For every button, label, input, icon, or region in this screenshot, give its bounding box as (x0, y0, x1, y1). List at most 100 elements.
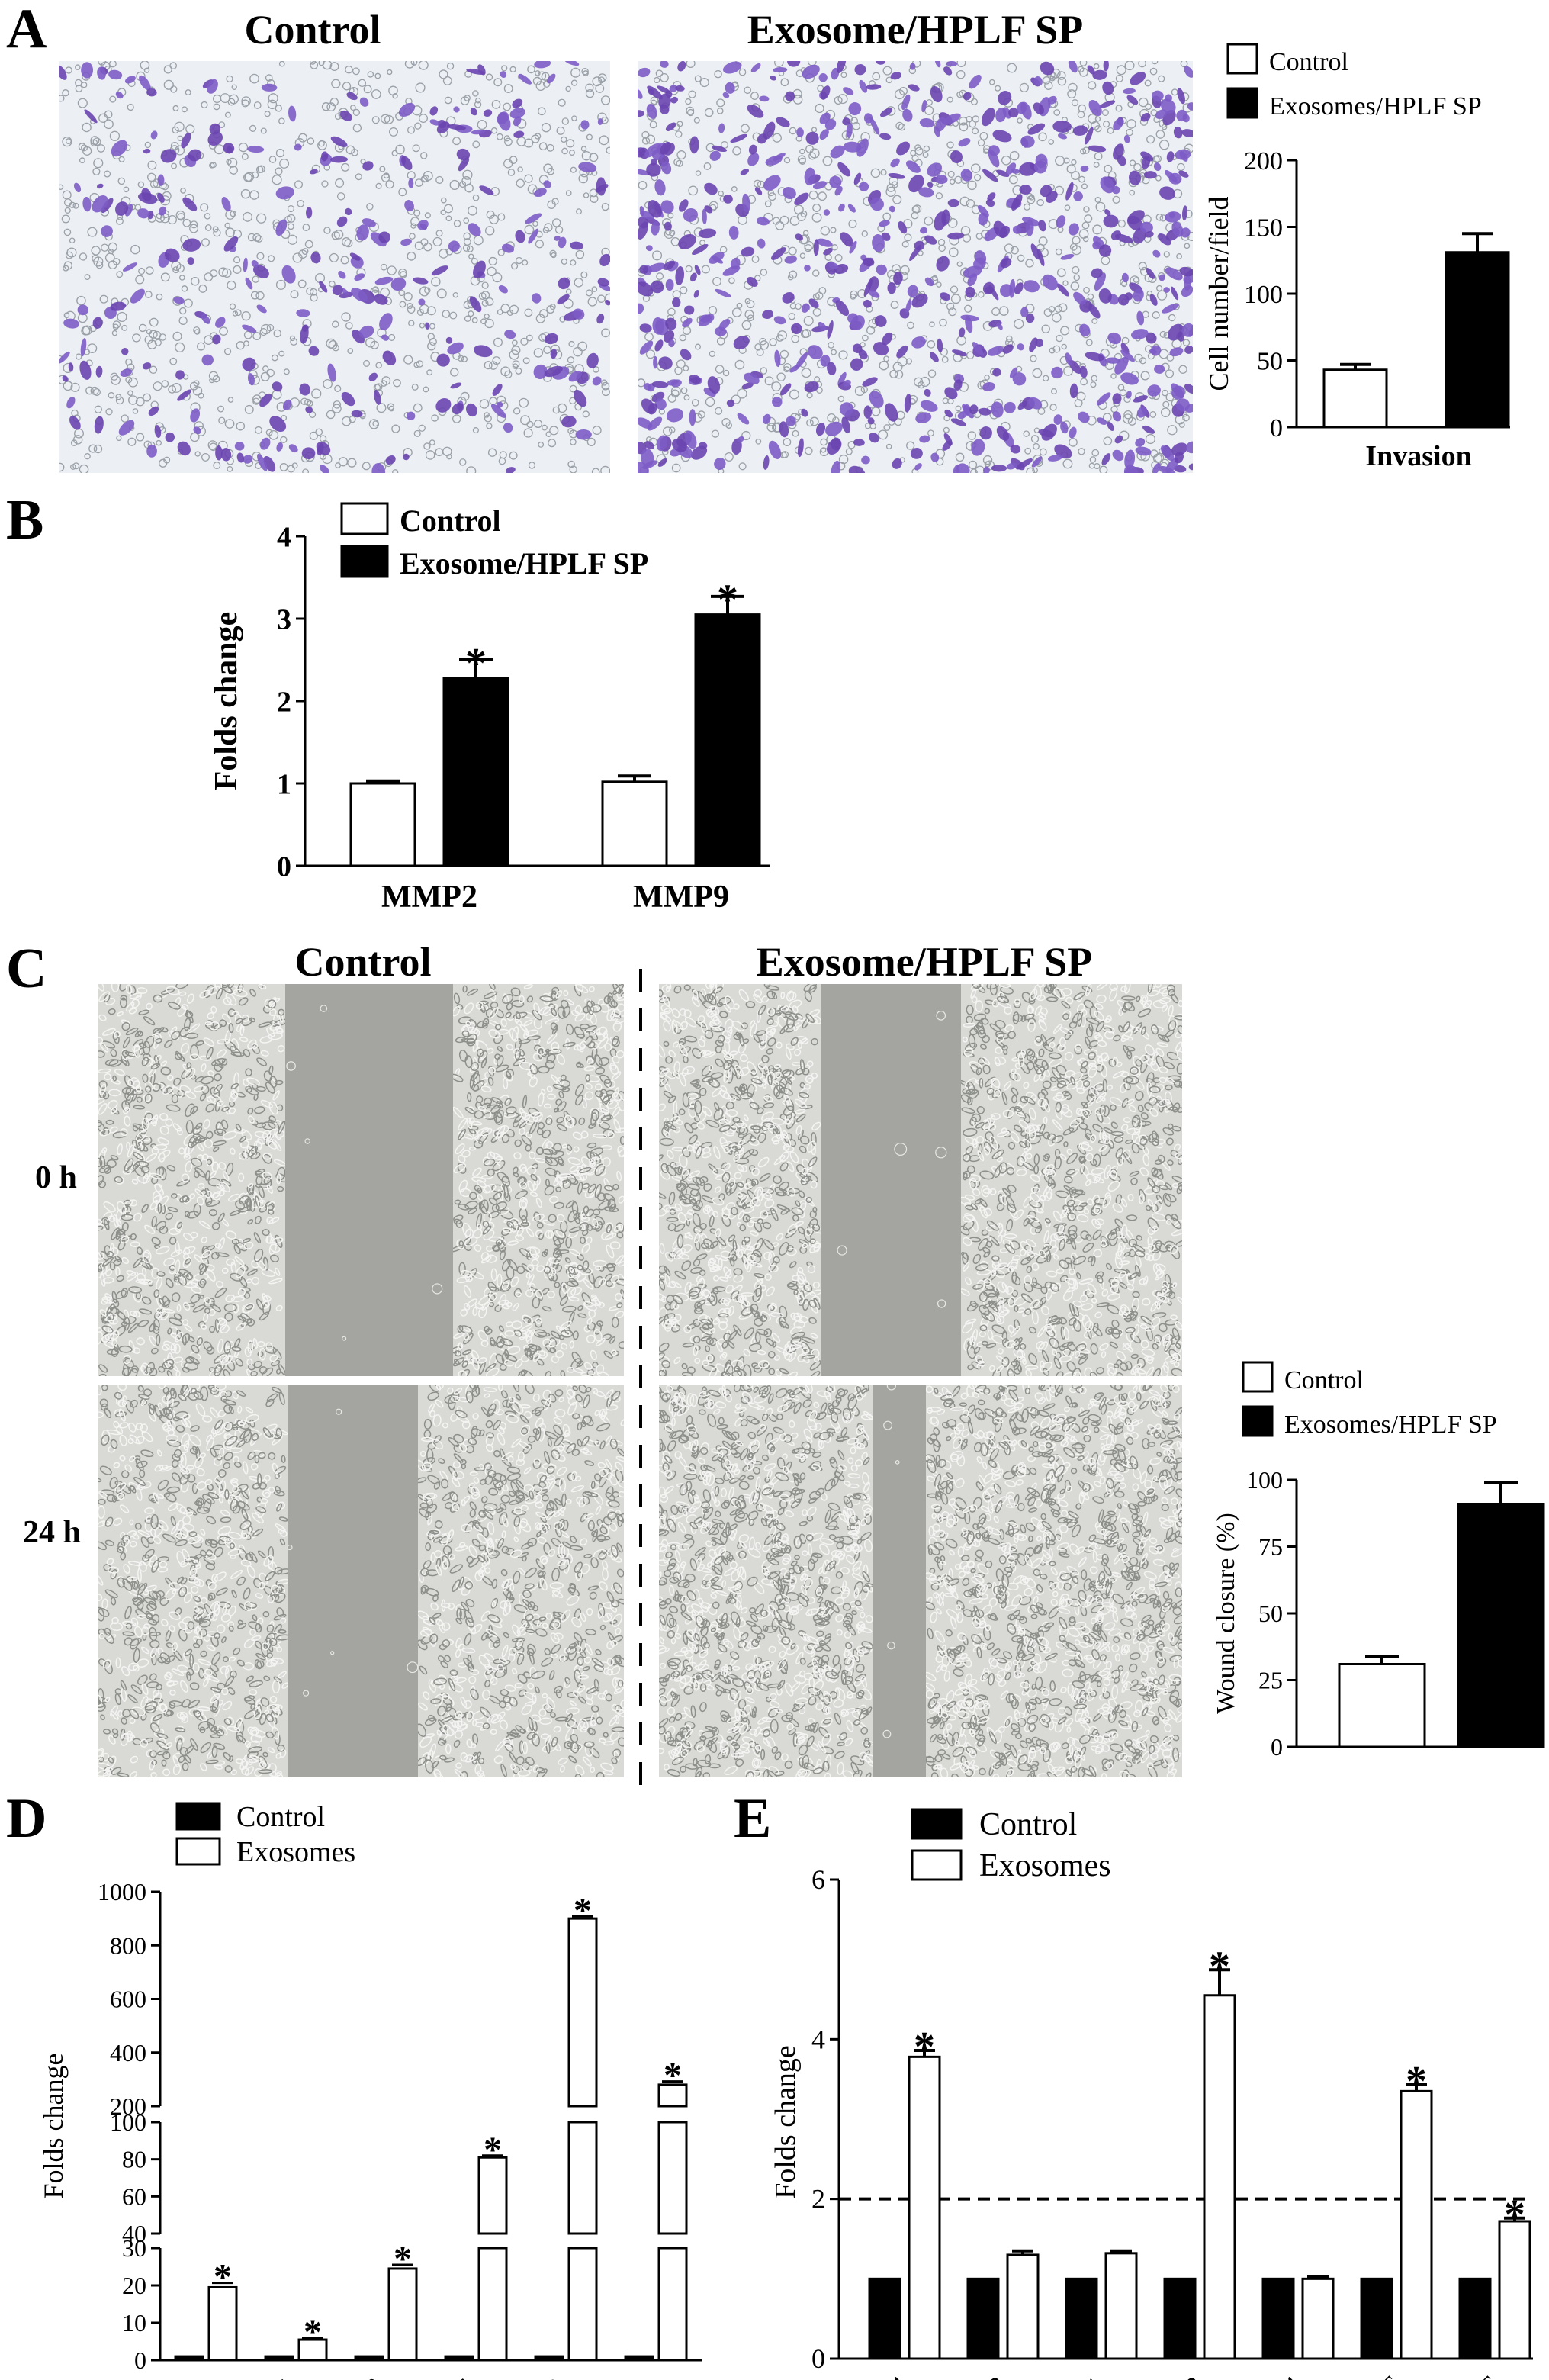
chart-e-bar (868, 2277, 901, 2360)
wound-image-control-0h (98, 984, 624, 1376)
chart-e-bar (1360, 2277, 1393, 2360)
transwell-image-control (59, 61, 610, 473)
chart-d-bar (207, 2285, 238, 2362)
chart-a-ylabel: Cell number/field (1204, 197, 1234, 391)
chart-b-legend-swatch (340, 545, 389, 578)
chart-e-category-label: NTF4 (1241, 2370, 1309, 2380)
chart-e-bar (1498, 2220, 1531, 2360)
chart-d-bar (534, 2355, 564, 2362)
chart-d-legend-label: Control (236, 1801, 325, 1833)
chart-d-category-label: IL-1β (329, 2373, 390, 2380)
panel-c-title-exosome: Exosome/HPLF SP (756, 939, 1093, 985)
chart-b-bar (601, 780, 668, 867)
chart-d-bar (444, 2355, 474, 2362)
chart-e-legend-label: Control (979, 1807, 1077, 1842)
chart-b-ytick-label: 1 (277, 768, 291, 800)
chart-a-ytick-label: 0 (1270, 414, 1283, 442)
chart-e-bar (908, 2055, 941, 2360)
chart-b-bar (442, 677, 509, 867)
chart-e-legend-swatch (911, 1849, 963, 1881)
chart-e-significance: * (1406, 2058, 1427, 2105)
chart-e-bar (1163, 2277, 1197, 2360)
chart-a-legend-label: Exosomes/HPLF SP (1269, 92, 1482, 121)
chart-b-significance: * (465, 640, 487, 687)
chart-e-category-label: BDNF (1432, 2370, 1505, 2380)
chart-b-bar (694, 613, 761, 867)
panel-letter-e: E (734, 1787, 772, 1850)
chart-e-category-label: CXCR4 (831, 2370, 914, 2380)
chart-d-bar (354, 2355, 384, 2362)
chart-d-ytick-label: 0 (134, 2346, 146, 2374)
chart-d-category-label: IL-6 (428, 2373, 480, 2380)
chart-d-bar (477, 2247, 508, 2362)
chart-d-ytick-label: 1000 (98, 1878, 146, 1906)
transwell-image-exosome (638, 61, 1193, 473)
chart-e-ytick-label: 4 (811, 2024, 825, 2054)
chart-c-bar (1457, 1503, 1545, 1748)
chart-d-legend-swatch (175, 1837, 221, 1866)
chart-d-category-label: iNOS (239, 2373, 300, 2380)
chart-c-bar (1338, 1663, 1426, 1748)
chart-d-ytick-label: 400 (110, 2039, 146, 2066)
chart-d-bar (174, 2355, 204, 2362)
chart-d-category-label: TNF-α (590, 2373, 660, 2380)
chart-c-ytick-label: 75 (1258, 1533, 1283, 1561)
chart-e-neurotrophic: 0 2 4 6 Folds change * CXCR4 CXCL12 NTRK1 * NTRK2 N… (770, 1807, 1533, 2380)
wound-image-exosome-24h (659, 1385, 1182, 1777)
chart-b-legend-label: Control (400, 503, 501, 538)
chart-b-ytick-label: 3 (277, 603, 291, 635)
chart-b-legend-swatch (340, 502, 389, 536)
chart-b-mmp: 0 1 2 3 4 Folds change * MMP2 * MMP9 Control Exosom… (209, 502, 770, 915)
chart-c-legend-label: Exosomes/HPLF SP (1284, 1410, 1497, 1439)
chart-e-bar (1301, 2277, 1335, 2360)
chart-d-legend-swatch (175, 1802, 221, 1831)
chart-d-category-label: IL-8 (518, 2373, 570, 2380)
chart-b-category-label: MMP2 (381, 880, 477, 915)
chart-b-ytick-label: 2 (277, 686, 291, 718)
chart-e-category-label: CXCL12 (921, 2370, 1014, 2380)
chart-d-significance: * (214, 2257, 232, 2298)
chart-a-legend-swatch (1226, 87, 1258, 119)
chart-d-ytick-label: 20 (122, 2272, 146, 2299)
chart-e-category-label: NTRK2 (1126, 2370, 1210, 2380)
panel-letter-b: B (6, 489, 44, 552)
chart-d-ytick-label: 100 (110, 2108, 146, 2136)
chart-a-legend-label: Control (1269, 48, 1348, 76)
chart-e-bar (1458, 2277, 1492, 2360)
chart-d-bar (387, 2267, 418, 2362)
chart-d-ytick-label: 800 (110, 1931, 146, 1959)
chart-e-significance: * (1504, 2192, 1525, 2239)
chart-b-significance: * (717, 577, 738, 624)
chart-e-bar (1104, 2252, 1138, 2360)
chart-e-ytick-label: 2 (811, 2184, 825, 2214)
chart-d-ytick-label: 10 (122, 2309, 146, 2337)
chart-c-ylabel: Wound closure (%) (1212, 1513, 1240, 1714)
panel-letter-d: D (6, 1787, 47, 1850)
chart-e-legend-swatch (911, 1808, 963, 1840)
chart-e-bar (1065, 2277, 1098, 2360)
chart-d-significance: * (574, 1890, 592, 1931)
chart-e-bar (1261, 2277, 1295, 2360)
chart-d-ytick-label: 600 (110, 1986, 146, 2013)
panel-a-title-exosome: Exosome/HPLF SP (747, 7, 1084, 53)
chart-a-ytick-label: 50 (1257, 347, 1283, 375)
panel-letter-a: A (6, 0, 47, 60)
chart-a-invasion: 0 50 100 150 200 Cell number/field Control Exos… (1204, 43, 1510, 472)
panel-a-title-control: Control (244, 7, 381, 53)
chart-e-significance: * (1209, 1943, 1230, 1990)
chart-e-legend-label: Exosomes (979, 1848, 1111, 1883)
chart-d-bar (477, 2156, 508, 2235)
chart-c-ytick-label: 0 (1271, 1733, 1283, 1761)
chart-b-legend-label: Exosome/HPLF SP (400, 546, 648, 581)
row-label-24h: 24 h (23, 1515, 81, 1550)
chart-d-ytick-label: 40 (122, 2220, 146, 2247)
chart-a-legend-swatch (1226, 43, 1258, 75)
chart-b-category-label: MMP9 (633, 880, 729, 915)
chart-d-category-label: MCP-1 (137, 2373, 210, 2380)
chart-d-bar (657, 2121, 688, 2235)
chart-d-bar (567, 2247, 598, 2362)
chart-c-ytick-label: 100 (1246, 1466, 1283, 1494)
chart-e-bar (966, 2277, 1000, 2360)
